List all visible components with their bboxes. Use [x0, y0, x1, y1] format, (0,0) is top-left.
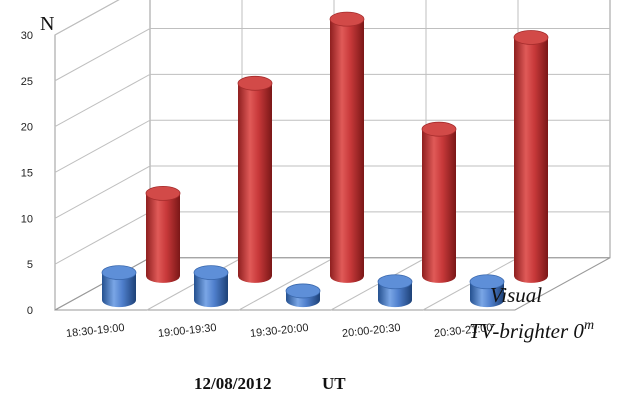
side-wall: [54, 0, 151, 311]
cylinder-body: [330, 19, 364, 283]
cylinder-top: [237, 75, 273, 91]
x-axis-label-unit: UT: [322, 374, 346, 393]
gridline: [54, 0, 120, 36]
y-axis-ticks: 0 5 10 15 20 25 30: [21, 30, 33, 317]
cylinder-body: [146, 193, 180, 283]
x-axis-label-date: 12/08/2012: [194, 374, 271, 393]
cylinder-top: [513, 30, 549, 45]
cylinder-bars: [101, 11, 549, 308]
bar-tv-0: [101, 265, 137, 308]
gridline: [54, 73, 610, 128]
x-axis-categories: 18:30-19:00 19:00-19:30 19:30-20:00 20:00-2…: [65, 322, 493, 340]
x-category-label: 19:00-19:30: [157, 322, 217, 340]
y-axis-label: N: [40, 13, 54, 35]
cylinder-body: [238, 83, 272, 283]
y-tick-label: 5: [27, 259, 33, 271]
x-category-label: 18:30-19:00: [65, 322, 125, 340]
series-label-visual: Visual: [490, 283, 542, 307]
bar-visual-3: [421, 121, 457, 283]
cylinder-body: [194, 272, 228, 308]
cylinder-top: [101, 265, 137, 280]
x-axis-label: 12/08/2012 UT: [194, 374, 346, 393]
cylinder-top: [329, 11, 365, 27]
cylinder-body: [102, 272, 136, 308]
series-label-tv: TV-brighter 0m: [469, 318, 594, 343]
y-tick-label: 0: [27, 305, 33, 317]
cylinder-top: [469, 274, 505, 290]
cylinder-top: [285, 283, 321, 299]
cylinder-top: [377, 274, 413, 290]
cylinder-top: [421, 121, 457, 137]
gridline: [54, 119, 610, 173]
bar-visual-1: [237, 75, 273, 283]
bar-visual-0: [145, 185, 181, 283]
y-tick-label: 30: [21, 30, 33, 42]
bar-tv-1: [193, 265, 229, 308]
bar-visual-2: [329, 11, 365, 283]
series-label-tv-text: TV-brighter 0: [469, 319, 584, 343]
bar-tv-3: [377, 274, 413, 308]
y-tick-label: 10: [21, 213, 33, 225]
bar-tv-4: [469, 274, 505, 308]
bar-visual-4: [513, 30, 549, 283]
y-tick-label: 25: [21, 76, 33, 88]
x-category-label: 20:00-20:30: [341, 322, 401, 340]
series-label-tv-sup: m: [584, 318, 594, 333]
cylinder-body: [422, 129, 456, 283]
gridline: [54, 28, 610, 82]
bar-tv-2: [285, 283, 321, 308]
cylinder-body: [514, 37, 548, 283]
cylinder-top: [193, 265, 229, 280]
x-category-label: 19:30-20:00: [249, 322, 309, 340]
y-tick-label: 15: [21, 167, 33, 179]
floor-division: [238, 257, 335, 311]
cylinder-top: [145, 185, 181, 201]
y-tick-label: 20: [21, 122, 33, 134]
gridline: [54, 165, 610, 219]
